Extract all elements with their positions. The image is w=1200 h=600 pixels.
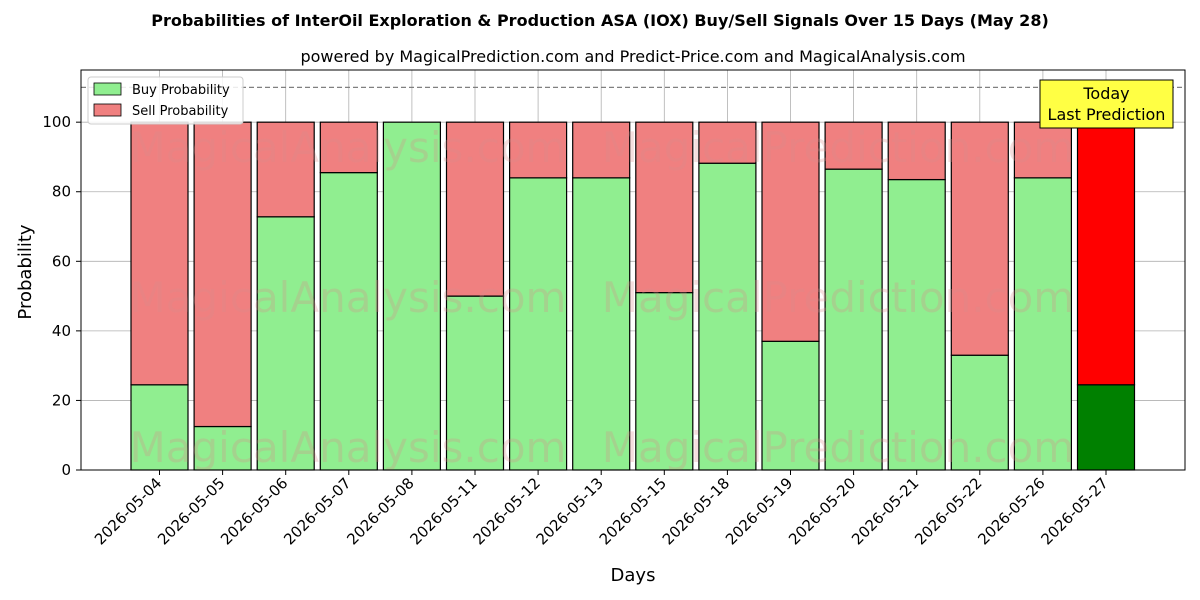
buy-bar (572, 177, 631, 471)
watermark-text: MagicalAnalysis.com (130, 423, 567, 472)
legend-label-sell: Sell Probability (132, 104, 229, 119)
y-tick-label: 0 (61, 461, 71, 479)
x-tick-label: 2026-05-22 (911, 474, 985, 548)
x-tick-label: 2026-05-05 (154, 474, 228, 548)
y-tick-label: 80 (52, 183, 71, 201)
sell-bar (824, 121, 883, 170)
x-ticks: 2026-05-042026-05-052026-05-062026-05-07… (91, 470, 1112, 548)
legend-swatch-buy (93, 82, 122, 96)
sell-bar (635, 121, 694, 294)
buy-bar (887, 178, 946, 471)
buy-bar (319, 172, 378, 471)
y-tick-label: 20 (52, 391, 71, 409)
buy-bar (445, 295, 505, 471)
x-tick-label: 2026-05-19 (722, 474, 796, 548)
chart-subtitle: powered by MagicalPrediction.com and Pre… (300, 47, 965, 66)
y-tick-label: 100 (42, 113, 71, 131)
annotation-line-2: Last Prediction (1048, 105, 1166, 124)
watermark-text: MagicalPrediction.com (602, 423, 1075, 472)
legend: Buy Probability Sell Probability (87, 76, 244, 125)
x-tick-label: 2026-05-06 (217, 474, 291, 548)
today-annotation: Today Last Prediction (1039, 79, 1174, 129)
x-tick-label: 2026-05-26 (974, 474, 1048, 548)
x-tick-label: 2026-05-18 (659, 474, 733, 548)
x-tick-label: 2026-05-15 (596, 474, 670, 548)
plot-frame (80, 69, 1186, 471)
axes (80, 69, 1186, 471)
buy-bar (761, 340, 820, 471)
x-tick-label: 2026-05-04 (91, 474, 165, 548)
sell-bar (256, 121, 315, 218)
sell-bar (445, 121, 505, 297)
sell-bar (509, 121, 568, 179)
sell-bar (950, 121, 1009, 356)
buy-bar (698, 162, 757, 471)
annotation-line-1: Today (1082, 84, 1129, 103)
y-ticks: 0 20 40 60 80 100 (42, 113, 81, 479)
watermark-text: MagicalPrediction.com (602, 123, 1075, 172)
buy-bar (635, 292, 694, 471)
x-tick-label: 2026-05-20 (785, 474, 859, 548)
legend-swatch-sell (93, 103, 122, 117)
y-axis-label: Probability (15, 224, 36, 319)
sell-bar (761, 121, 820, 342)
x-tick-label: 2026-05-13 (533, 474, 607, 548)
sell-bar (1076, 121, 1136, 386)
y-tick-label: 60 (52, 252, 71, 270)
watermark-text: MagicalPrediction.com (602, 273, 1075, 322)
x-tick-label: 2026-05-27 (1037, 474, 1111, 548)
sell-bar (887, 121, 946, 181)
sell-bar (572, 121, 631, 179)
buy-bar (1013, 177, 1073, 471)
buy-bar (1076, 384, 1136, 471)
legend-label-buy: Buy Probability (132, 83, 230, 98)
buy-bar (824, 168, 883, 471)
x-tick-label: 2026-05-11 (406, 474, 480, 548)
annotation-box (1039, 79, 1174, 129)
sell-bar (319, 121, 378, 174)
buy-bar (382, 121, 441, 471)
watermark-text: MagicalAnalysis.com (130, 123, 567, 172)
chart-title: Probabilities of InterOil Exploration & … (151, 11, 1049, 30)
buy-bar (256, 216, 315, 471)
watermarks: MagicalAnalysis.com MagicalPrediction.com… (130, 123, 1075, 472)
x-tick-label: 2026-05-12 (470, 474, 544, 548)
sell-bar (698, 121, 757, 164)
x-axis-label: Days (611, 565, 656, 586)
sell-bar (130, 121, 189, 386)
legend-box (87, 76, 244, 125)
watermark-text: MagicalAnalysis.com (130, 273, 567, 322)
x-tick-label: 2026-05-21 (848, 474, 922, 548)
buy-bar (950, 354, 1009, 471)
bars (130, 121, 1136, 471)
x-tick-label: 2026-05-07 (280, 474, 354, 548)
x-tick-label: 2026-05-08 (343, 474, 417, 548)
y-tick-label: 40 (52, 322, 71, 340)
buy-bar (509, 177, 568, 471)
